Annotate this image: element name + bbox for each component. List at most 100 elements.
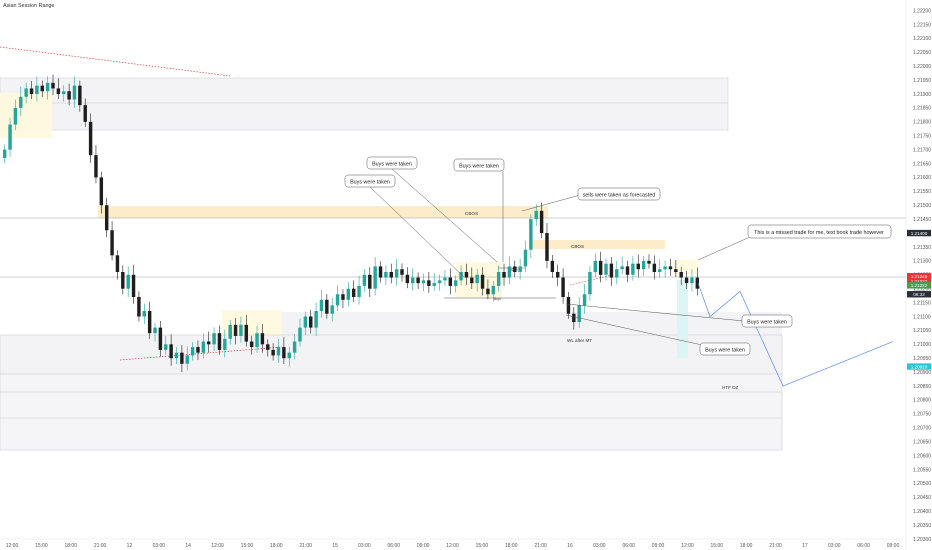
y-tick-label: 1.20300 [913, 537, 931, 543]
candle-body [298, 327, 302, 342]
candle-body [378, 266, 383, 278]
x-tick-label: 12:00 [446, 543, 459, 549]
candle-body [518, 266, 522, 272]
y-tick-label: 1.22000 [913, 64, 931, 70]
candle-body [249, 341, 254, 348]
candle-body [593, 260, 598, 272]
zones-layer [0, 77, 783, 451]
y-tick-label: 1.21200 [913, 286, 931, 292]
candle-body [126, 274, 130, 289]
candle-body [185, 355, 189, 364]
candle-body [641, 260, 646, 270]
price-tag [907, 291, 931, 298]
candle-body [8, 124, 12, 150]
candle-body [196, 347, 200, 353]
asian-range-box [673, 260, 697, 274]
candle-body [88, 121, 93, 156]
x-tick-label: 06:00 [622, 543, 635, 549]
sweep-label: Buyr [494, 297, 502, 301]
cbos-zone-1 [98, 206, 548, 218]
x-tick-label: 21:00 [534, 543, 547, 549]
candle-body [394, 269, 399, 278]
x-tick-label: 14 [185, 543, 191, 549]
candle-body [62, 91, 66, 94]
candle-body [276, 347, 281, 356]
candle-body [142, 310, 147, 317]
y-tick-label: 1.21650 [913, 161, 931, 167]
candle-body [174, 352, 179, 359]
x-tick-label: 17 [802, 543, 808, 549]
htf-demand-zone [0, 373, 783, 451]
candle-body [588, 272, 592, 295]
x-tick-label: 18:00 [740, 543, 753, 549]
y-tick-label: 1.21450 [913, 217, 931, 223]
candle-body [684, 277, 689, 284]
x-tick-label: 09:00 [887, 543, 900, 549]
x-tick-label: 03:00 [828, 543, 841, 549]
candle-body [421, 280, 426, 284]
candle-body [545, 233, 549, 261]
cbos-zone-2 [530, 240, 665, 249]
sweep-label: Sellr [511, 268, 519, 272]
y-tick-label: 1.20650 [913, 439, 931, 445]
candle-body [480, 274, 485, 289]
y-tick-label: 1.22200 [913, 8, 931, 14]
y-tick-label: 1.20700 [913, 426, 931, 432]
price-tag [907, 277, 931, 285]
candle-body [625, 266, 630, 275]
candle-body [78, 85, 82, 106]
candle-body [674, 269, 678, 272]
candle-body [72, 85, 77, 100]
candle-body [13, 107, 18, 125]
x-tick-label: 09:00 [652, 543, 665, 549]
candle-body [303, 316, 308, 328]
candle-body [470, 277, 474, 284]
x-tick-label: 15:00 [476, 543, 489, 549]
y-tick-label: 1.21000 [913, 342, 931, 348]
candle-body [190, 347, 195, 356]
candle-body [233, 324, 238, 336]
candle-body [555, 272, 560, 278]
candle-body [341, 294, 345, 300]
candle-body [330, 305, 334, 314]
candle-body [384, 272, 388, 278]
candle-body [228, 324, 232, 339]
candle-body [620, 266, 624, 270]
y-tick-label: 1.20900 [913, 370, 931, 376]
annotation-callout: Buys were taken [453, 158, 505, 262]
candle-body [464, 272, 469, 278]
y-tick-label: 1.20850 [913, 384, 931, 390]
annotation-text: Buys were taken [459, 164, 499, 170]
candle-body [448, 277, 453, 286]
candle-body [631, 263, 635, 275]
y-tick-label: 1.20950 [913, 356, 931, 362]
wl-label: WL after MT [567, 338, 592, 343]
candle-body [325, 299, 329, 314]
candle-body [217, 333, 222, 350]
x-tick-label: 18:00 [270, 543, 283, 549]
y-tick-label: 1.21900 [913, 92, 931, 98]
candle-body [287, 352, 291, 359]
candle-body [502, 272, 506, 278]
candle-body [496, 272, 501, 286]
price-tag-label: 1.21222 [911, 283, 928, 288]
cbos-label: CBOS [571, 244, 584, 249]
candle-body [153, 327, 157, 334]
htf-dz-label: HTF DZ [722, 385, 739, 390]
x-tick-label: 06:00 [388, 543, 401, 549]
x-tick-label: 18:00 [505, 543, 518, 549]
x-tick-label: 09:00 [417, 543, 430, 549]
x-tick-label: 03:00 [153, 543, 166, 549]
candle-body [615, 269, 619, 278]
candle-body [282, 347, 286, 359]
candle-body [260, 333, 265, 345]
candle-body [668, 266, 673, 270]
candle-body [335, 294, 340, 306]
candle-body [110, 230, 114, 256]
y-tick-label: 1.22100 [913, 36, 931, 42]
candle-body [94, 155, 98, 178]
price-tag [907, 229, 931, 237]
price-tag [907, 282, 931, 289]
